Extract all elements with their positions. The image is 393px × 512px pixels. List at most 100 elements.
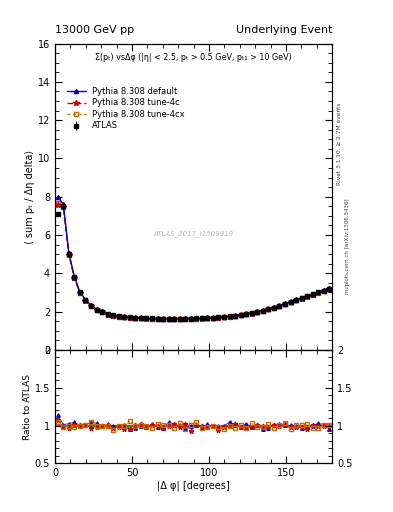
Pythia 8.308 tune-4c [55, 202, 60, 208]
Pythia 8.308 tune-4cx [166, 316, 171, 322]
Text: 13000 GeV pp: 13000 GeV pp [55, 25, 134, 35]
Pythia 8.308 default [188, 315, 193, 322]
Pythia 8.308 tune-4c [177, 316, 182, 323]
Pythia 8.308 tune-4cx [83, 297, 88, 304]
Pythia 8.308 default [205, 315, 210, 321]
Pythia 8.308 tune-4cx [194, 315, 199, 322]
Pythia 8.308 tune-4cx [172, 316, 176, 322]
Pythia 8.308 tune-4c [216, 315, 221, 321]
Pythia 8.308 tune-4c [122, 314, 127, 321]
Pythia 8.308 tune-4cx [139, 315, 143, 322]
Text: mcplots.cern.ch [arXiv:1306.3436]: mcplots.cern.ch [arXiv:1306.3436] [345, 198, 349, 293]
Pythia 8.308 tune-4c [172, 316, 176, 323]
Pythia 8.308 tune-4c [316, 290, 321, 296]
Pythia 8.308 default [288, 299, 293, 305]
Pythia 8.308 tune-4cx [133, 315, 138, 321]
Pythia 8.308 default [150, 315, 154, 322]
Pythia 8.308 default [255, 309, 260, 315]
Pythia 8.308 tune-4cx [94, 307, 99, 313]
Pythia 8.308 default [139, 315, 143, 321]
Pythia 8.308 tune-4cx [283, 301, 287, 307]
Pythia 8.308 tune-4cx [205, 315, 210, 322]
Pythia 8.308 tune-4cx [200, 315, 204, 322]
Pythia 8.308 default [183, 315, 187, 322]
Pythia 8.308 default [89, 303, 94, 309]
Pythia 8.308 tune-4c [305, 293, 310, 300]
Pythia 8.308 default [244, 311, 248, 317]
Pythia 8.308 tune-4c [155, 316, 160, 322]
Line: Pythia 8.308 default: Pythia 8.308 default [56, 195, 331, 321]
Pythia 8.308 default [305, 293, 310, 299]
Pythia 8.308 tune-4cx [77, 290, 82, 296]
Pythia 8.308 tune-4cx [161, 316, 165, 322]
Pythia 8.308 tune-4cx [66, 251, 71, 258]
Pythia 8.308 tune-4c [77, 290, 82, 296]
Pythia 8.308 default [155, 315, 160, 322]
Pythia 8.308 tune-4cx [277, 303, 282, 309]
Pythia 8.308 default [238, 312, 243, 318]
Pythia 8.308 tune-4cx [238, 312, 243, 318]
Pythia 8.308 default [227, 313, 232, 319]
Pythia 8.308 tune-4cx [150, 315, 154, 322]
Pythia 8.308 default [250, 310, 254, 316]
Pythia 8.308 default [55, 194, 60, 200]
Pythia 8.308 tune-4c [244, 311, 248, 317]
Pythia 8.308 tune-4cx [122, 314, 127, 320]
Pythia 8.308 tune-4cx [116, 313, 121, 319]
Pythia 8.308 default [283, 301, 287, 307]
Pythia 8.308 default [144, 315, 149, 321]
Pythia 8.308 tune-4cx [227, 313, 232, 319]
Pythia 8.308 tune-4cx [105, 312, 110, 318]
Pythia 8.308 default [83, 296, 88, 303]
Pythia 8.308 tune-4c [183, 316, 187, 322]
Pythia 8.308 tune-4c [321, 288, 326, 294]
Pythia 8.308 tune-4c [205, 315, 210, 322]
Pythia 8.308 tune-4c [277, 303, 282, 309]
Y-axis label: Ratio to ATLAS: Ratio to ATLAS [23, 374, 32, 440]
Pythia 8.308 default [200, 315, 204, 321]
Pythia 8.308 tune-4c [299, 295, 304, 302]
Pythia 8.308 default [261, 307, 265, 313]
Pythia 8.308 tune-4c [139, 315, 143, 322]
Pythia 8.308 default [272, 304, 276, 310]
Pythia 8.308 tune-4c [94, 307, 99, 313]
Pythia 8.308 default [127, 314, 132, 320]
Pythia 8.308 default [133, 314, 138, 321]
Text: Σ(pₜ) vsΔφ (|η| < 2.5, pₜ > 0.5 GeV, pₜ₁ > 10 GeV): Σ(pₜ) vsΔφ (|η| < 2.5, pₜ > 0.5 GeV, pₜ₁… [95, 53, 292, 62]
Pythia 8.308 tune-4c [194, 316, 199, 322]
Pythia 8.308 default [321, 287, 326, 293]
Pythia 8.308 tune-4c [255, 309, 260, 315]
Pythia 8.308 tune-4cx [100, 309, 105, 315]
Pythia 8.308 default [266, 306, 271, 312]
Pythia 8.308 tune-4cx [211, 315, 215, 321]
Pythia 8.308 tune-4c [100, 309, 105, 315]
Pythia 8.308 default [116, 313, 121, 319]
Text: Underlying Event: Underlying Event [235, 25, 332, 35]
Pythia 8.308 tune-4cx [244, 311, 248, 317]
Pythia 8.308 tune-4cx [321, 288, 326, 294]
Pythia 8.308 default [161, 315, 165, 322]
Pythia 8.308 tune-4c [89, 303, 94, 309]
Line: Pythia 8.308 tune-4cx: Pythia 8.308 tune-4cx [56, 201, 331, 321]
Pythia 8.308 default [294, 297, 298, 303]
Pythia 8.308 default [77, 289, 82, 295]
Pythia 8.308 tune-4c [66, 252, 71, 258]
Pythia 8.308 default [316, 289, 321, 295]
Pythia 8.308 default [66, 250, 71, 257]
Pythia 8.308 tune-4cx [183, 316, 187, 322]
Pythia 8.308 default [327, 285, 332, 291]
Pythia 8.308 tune-4cx [255, 309, 260, 315]
Pythia 8.308 tune-4c [200, 315, 204, 322]
Pythia 8.308 tune-4c [166, 316, 171, 323]
Line: Pythia 8.308 tune-4c: Pythia 8.308 tune-4c [55, 203, 332, 322]
Pythia 8.308 tune-4c [288, 300, 293, 306]
Pythia 8.308 default [122, 314, 127, 320]
Pythia 8.308 tune-4cx [155, 316, 160, 322]
Pythia 8.308 tune-4cx [294, 297, 298, 304]
Pythia 8.308 default [222, 314, 226, 320]
Pythia 8.308 tune-4c [266, 306, 271, 312]
Pythia 8.308 tune-4c [133, 315, 138, 321]
Pythia 8.308 tune-4cx [216, 314, 221, 321]
Pythia 8.308 tune-4cx [111, 312, 116, 318]
Pythia 8.308 tune-4cx [310, 291, 315, 297]
